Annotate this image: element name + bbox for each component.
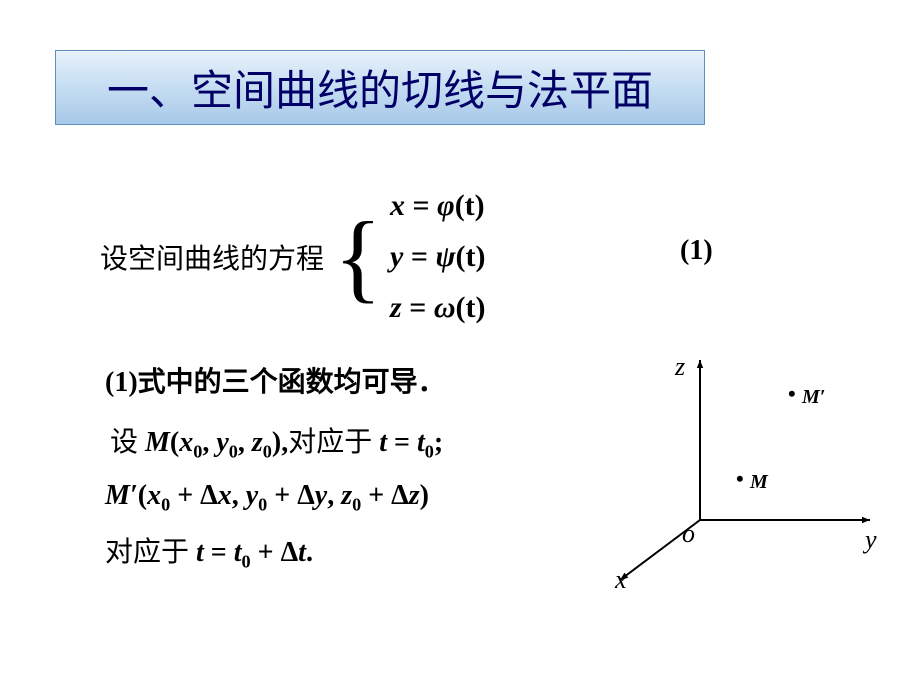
m-y: y xyxy=(216,427,228,458)
eq3-lhs: z xyxy=(390,291,402,324)
mp-p2a: + Δ xyxy=(267,480,315,511)
mp-p3a: + Δ xyxy=(361,480,409,511)
svg-text:z: z xyxy=(674,352,685,381)
eq1-op: = xyxy=(405,189,437,222)
m-z: z xyxy=(252,427,263,458)
eq-line-3: z = ω(t) xyxy=(390,282,485,333)
m-t: t xyxy=(379,427,387,458)
mp-y0: 0 xyxy=(258,495,267,515)
t-dot: . xyxy=(306,537,313,568)
axes-diagram: zyxo•M•M′ xyxy=(560,340,900,600)
eq1-lhs: x xyxy=(390,189,405,222)
m-z0: 0 xyxy=(263,442,272,462)
m-c2: , xyxy=(238,427,252,458)
eq1-arg: (t) xyxy=(455,189,485,222)
equation-label: 设空间曲线的方程 xyxy=(100,237,324,277)
t-t0: t xyxy=(234,537,242,568)
svg-text:•: • xyxy=(736,466,744,491)
mp-z: z xyxy=(341,480,352,511)
mp-dy: y xyxy=(315,480,327,511)
mp-dz: z xyxy=(409,480,420,511)
m-t0s: 0 xyxy=(425,442,434,462)
eq2-arg: (t) xyxy=(456,240,486,273)
svg-text:y: y xyxy=(862,525,877,554)
mp-sym: M′ xyxy=(105,480,138,511)
t-t: t xyxy=(196,537,204,568)
svg-text:x: x xyxy=(614,565,627,594)
text-differentiable: (1)式中的三个函数均可导． xyxy=(105,360,446,400)
svg-text:•: • xyxy=(788,381,796,406)
mp-p2: ) xyxy=(420,480,429,511)
mp-p1: ( xyxy=(138,480,147,511)
eq3-fn: ω xyxy=(434,291,456,324)
equation-number: (1) xyxy=(680,235,713,267)
m-x: x xyxy=(179,427,193,458)
mp-c2: , xyxy=(327,480,341,511)
t-plus: + Δ xyxy=(251,537,299,568)
eq3-arg: (t) xyxy=(456,291,486,324)
m-pre: 设 xyxy=(110,427,145,458)
text-corresponds-t: 对应于 t = t0 + Δt. xyxy=(105,530,313,573)
mp-c1: , xyxy=(232,480,246,511)
text-point-m: 设 M(x0, y0, z0),对应于 t = t0; xyxy=(110,420,443,463)
t-pre: 对应于 xyxy=(105,537,196,568)
mp-x0: 0 xyxy=(161,495,170,515)
m-c1: , xyxy=(202,427,216,458)
mp-y: y xyxy=(246,480,258,511)
mp-x: x xyxy=(147,480,161,511)
svg-text:M: M xyxy=(749,471,769,493)
svg-text:o: o xyxy=(682,519,695,548)
m-p2: ), xyxy=(272,427,288,458)
text-point-mprime: M′(x0 + Δx, y0 + Δy, z0 + Δz) xyxy=(105,480,429,516)
svg-text:M′: M′ xyxy=(801,386,825,408)
m-p1: ( xyxy=(170,427,179,458)
title-text: 一、空间曲线的切线与法平面 xyxy=(107,57,653,118)
title-bar: 一、空间曲线的切线与法平面 xyxy=(55,50,705,125)
eq2-op: = xyxy=(403,240,435,273)
m-x0: 0 xyxy=(193,442,202,462)
m-eq: = xyxy=(387,427,417,458)
t-dt: t xyxy=(298,537,306,568)
eq-line-2: y = ψ(t) xyxy=(390,231,485,282)
eq-line-1: x = φ(t) xyxy=(390,180,485,231)
eq2-lhs: y xyxy=(390,240,403,273)
m-semi: ; xyxy=(434,427,443,458)
t-eq: = xyxy=(204,537,234,568)
equation-lines: x = φ(t) y = ψ(t) z = ω(t) xyxy=(390,180,485,333)
eq3-op: = xyxy=(402,291,434,324)
left-brace-icon: { xyxy=(334,207,382,307)
m-y0: 0 xyxy=(229,442,238,462)
eq1-fn: φ xyxy=(437,189,455,222)
m-sym: M xyxy=(145,427,170,458)
equation-system: { x = φ(t) y = ψ(t) z = ω(t) xyxy=(334,180,485,333)
t-t0s: 0 xyxy=(242,552,251,572)
mp-p1a: + Δ xyxy=(170,480,218,511)
eq2-fn: ψ xyxy=(435,240,455,273)
m-t0: t xyxy=(417,427,425,458)
equation-block: 设空间曲线的方程 { x = φ(t) y = ψ(t) z = ω(t) (1… xyxy=(100,180,800,333)
mp-dx: x xyxy=(218,480,232,511)
m-mid: 对应于 xyxy=(288,427,379,458)
mp-z0: 0 xyxy=(352,495,361,515)
